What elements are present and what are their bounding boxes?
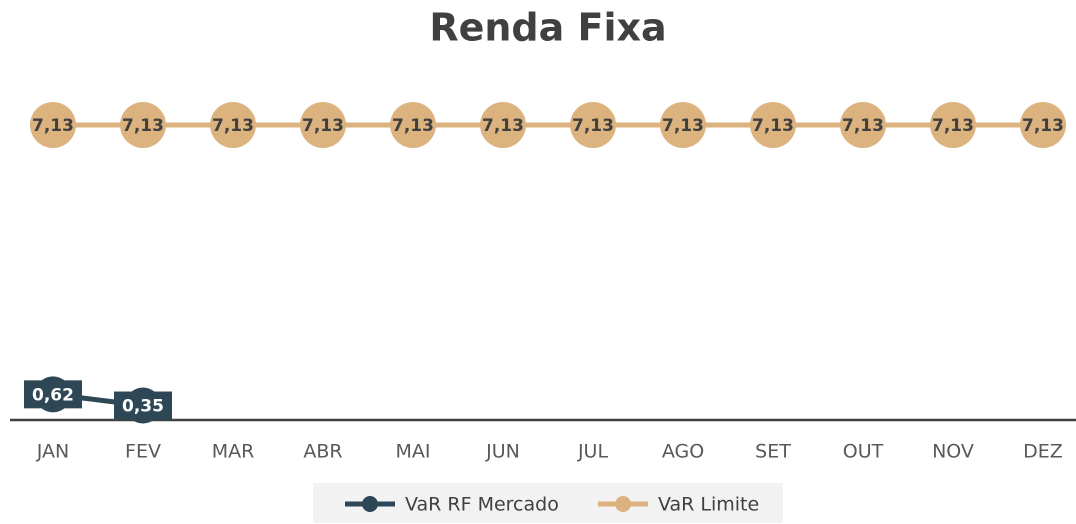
- data-label: 0,62: [32, 385, 74, 405]
- data-label: 7,13: [842, 116, 884, 136]
- x-tick-label: AGO: [662, 441, 704, 463]
- data-label: 7,13: [572, 116, 614, 136]
- chart-title: Renda Fixa: [429, 6, 666, 50]
- x-tick-label: NOV: [932, 441, 974, 463]
- x-tick-label: MAI: [396, 441, 431, 463]
- series-point: [1020, 102, 1066, 148]
- legend-marker: [615, 496, 631, 512]
- x-tick-label: ABR: [303, 441, 342, 463]
- x-tick-label: JAN: [36, 441, 69, 463]
- data-label: 7,13: [1022, 116, 1064, 136]
- data-label: 7,13: [932, 116, 974, 136]
- data-label-box: [24, 380, 82, 409]
- x-tick-label: FEV: [125, 441, 161, 463]
- x-tick-label: SET: [755, 441, 791, 463]
- data-label: 7,13: [212, 116, 254, 136]
- data-label: 7,13: [32, 116, 74, 136]
- data-label: 7,13: [662, 116, 704, 136]
- data-label: 7,13: [302, 116, 344, 136]
- x-tick-label: JUN: [485, 441, 520, 463]
- x-tick-label: DEZ: [1023, 441, 1063, 463]
- legend-marker: [362, 496, 378, 512]
- series-point: [390, 102, 436, 148]
- legend-label: VaR RF Mercado: [405, 494, 559, 516]
- series-point: [300, 102, 346, 148]
- series-point: [30, 102, 76, 148]
- series-point: [750, 102, 796, 148]
- data-label: 7,13: [122, 116, 164, 136]
- x-tick-label: OUT: [843, 441, 884, 463]
- series-point: [840, 102, 886, 148]
- series-point: [120, 102, 166, 148]
- data-label: 7,13: [752, 116, 794, 136]
- series-point: [210, 102, 256, 148]
- data-label: 7,13: [482, 116, 524, 136]
- x-tick-label: JUL: [577, 441, 609, 463]
- series-point: [570, 102, 616, 148]
- data-label: 0,35: [122, 397, 164, 417]
- data-label-box: [114, 391, 172, 420]
- legend-label: VaR Limite: [658, 494, 759, 516]
- series-point: [660, 102, 706, 148]
- series-point: [930, 102, 976, 148]
- x-tick-label: MAR: [212, 441, 255, 463]
- data-label: 7,13: [392, 116, 434, 136]
- series-point: [480, 102, 526, 148]
